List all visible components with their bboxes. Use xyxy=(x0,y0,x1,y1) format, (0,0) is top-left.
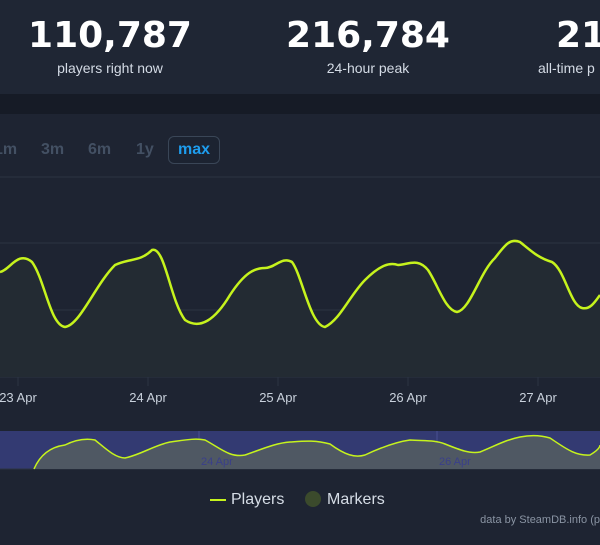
navigator-area xyxy=(34,435,600,469)
x-tick-label: 23 Apr xyxy=(0,390,37,405)
range-max-button[interactable]: max xyxy=(168,136,221,164)
navigator-tick-label: 24 Apr xyxy=(201,456,233,468)
x-tick-marks xyxy=(17,377,539,386)
x-tick-label: 27 Apr xyxy=(519,390,557,405)
x-tick-label: 26 Apr xyxy=(389,390,427,405)
stat-current: 110,787 players right now xyxy=(0,14,240,78)
peak-24h-value: 216,784 xyxy=(286,15,450,56)
all-time-peak-value: 21 xyxy=(556,15,600,56)
stats-bar: 110,787 players right now 216,784 24-hou… xyxy=(0,0,600,94)
legend-players[interactable]: Players xyxy=(231,491,285,508)
current-players-value: 110,787 xyxy=(28,15,192,56)
x-tick-label: 25 Apr xyxy=(259,390,297,405)
players-series-line xyxy=(0,239,600,329)
players-area xyxy=(0,240,600,377)
range-6m-button[interactable]: 6m xyxy=(88,141,112,158)
navigator-tick-label: 26 Apr xyxy=(439,456,471,468)
all-time-peak-label: all-time p xyxy=(538,60,595,76)
range-1y-button[interactable]: 1y xyxy=(136,141,154,158)
peak-24h-label: 24-hour peak xyxy=(326,60,410,76)
legend-markers-swatch xyxy=(305,491,321,507)
range-1m-button[interactable]: 1m xyxy=(0,141,18,158)
stat-24h-peak: 216,784 24-hour peak xyxy=(238,14,498,78)
range-3m-button[interactable]: 3m xyxy=(41,141,65,158)
stat-all-time-peak: 21 all-time p xyxy=(538,14,600,78)
divider-band xyxy=(0,94,600,114)
chart-legend: Players Markers xyxy=(0,488,600,512)
x-tick-label: 24 Apr xyxy=(129,390,167,405)
navigator-line xyxy=(33,434,600,470)
legend-markers[interactable]: Markers xyxy=(327,491,385,508)
current-players-label: players right now xyxy=(57,60,163,76)
data-credit-link[interactable]: data by SteamDB.info (p xyxy=(480,514,600,526)
